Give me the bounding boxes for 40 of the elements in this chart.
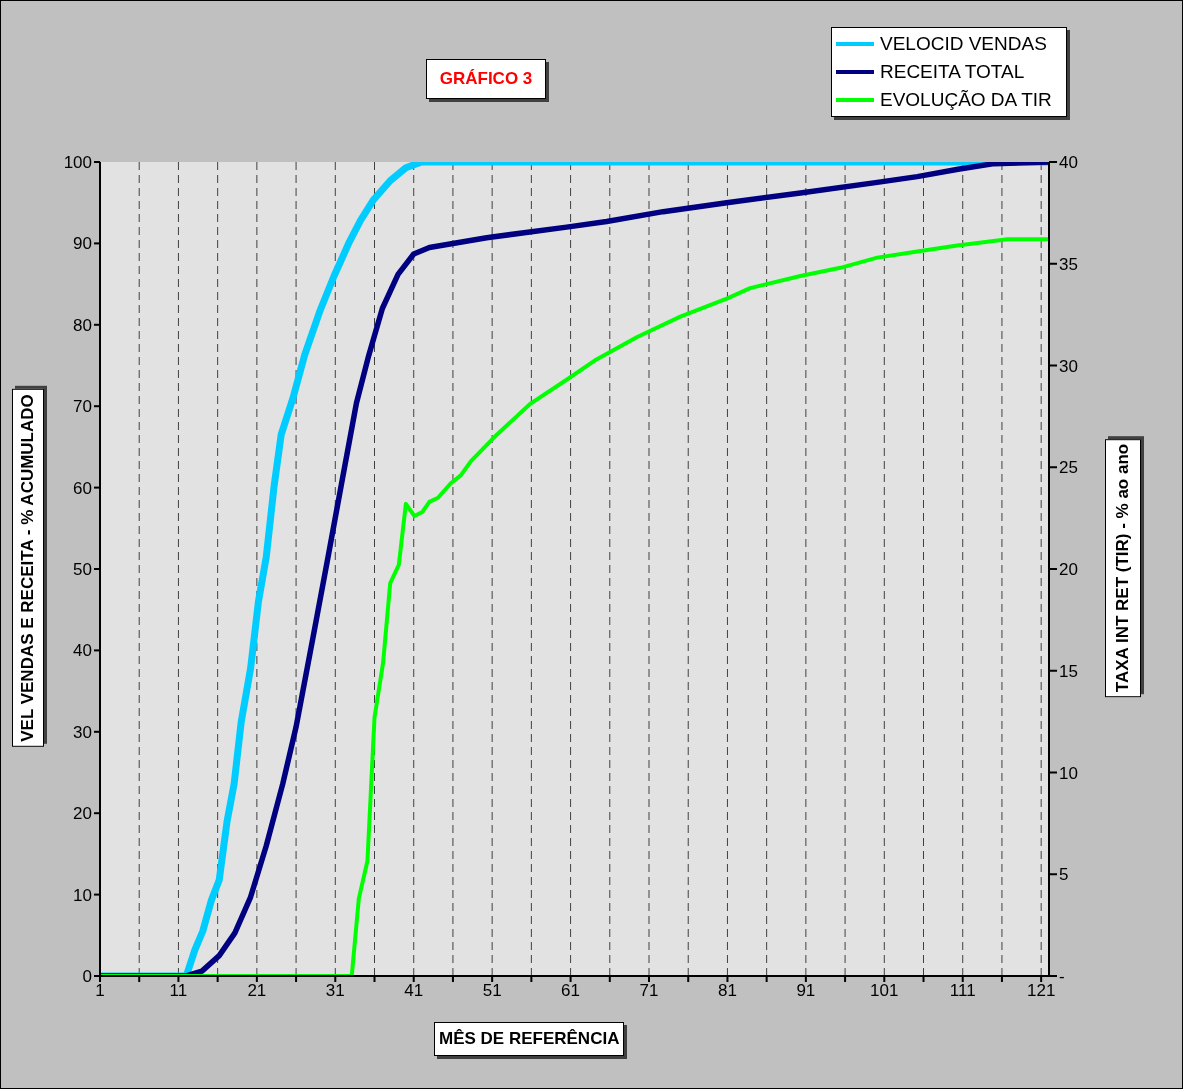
legend-label: RECEITA TOTAL: [880, 61, 1025, 83]
y-tick-label: 0: [82, 967, 92, 987]
y2-tick-label: 15: [1059, 661, 1078, 681]
y-tick-label: 30: [73, 722, 92, 742]
x-tick-label: 11: [169, 981, 188, 1001]
x-tick-label: 111: [949, 981, 976, 1001]
x-tick-label: 101: [870, 981, 899, 1001]
y2-tick-label: 10: [1059, 763, 1078, 783]
x-tick-label: 121: [1026, 981, 1056, 1001]
y-tick-label: 40: [73, 641, 92, 661]
y2-tick-label: 30: [1059, 356, 1078, 376]
x-tick-label: 51: [482, 981, 502, 1001]
x-tick-label: 61: [561, 981, 581, 1001]
legend-label: VELOCID VENDAS: [880, 33, 1047, 55]
y2-tick-label: 40: [1059, 153, 1078, 173]
legend-label: EVOLUÇÃO DA TIR: [880, 89, 1052, 111]
y2-tick-label: 35: [1059, 254, 1078, 274]
y-tick-label: 60: [73, 478, 92, 498]
y-tick-label: 100: [63, 153, 92, 173]
y-tick-label: 50: [73, 560, 92, 580]
y2-tick-label: 5: [1059, 865, 1069, 885]
x-tick-label: 21: [247, 981, 267, 1001]
chart-title: GRÁFICO 3: [426, 59, 546, 99]
y2-axis-title: TAXA INT RET (TIR) - % ao ano: [1105, 438, 1141, 698]
y2-tick-label: 25: [1059, 458, 1078, 478]
y-axis-title: VEL VENDAS E RECEITA - % ACUMULADO: [12, 389, 44, 747]
x-axis-title: MÊS DE REFERÊNCIA: [434, 1022, 625, 1056]
x-tick-label: 41: [404, 981, 424, 1001]
y-tick-label: 20: [73, 804, 92, 824]
y-tick-label: 70: [73, 397, 92, 417]
y-tick-label: 80: [73, 315, 92, 335]
x-tick-label: 31: [325, 981, 345, 1001]
x-tick-label: 81: [717, 981, 737, 1001]
y2-tick-label: 20: [1059, 560, 1078, 580]
y-tick-label: 90: [73, 234, 92, 254]
x-tick-label: 91: [796, 981, 816, 1001]
x-tick-label: 71: [639, 981, 659, 1001]
y-tick-label: 10: [73, 885, 92, 905]
y2-tick-label: -: [1059, 967, 1065, 987]
x-tick-label: 1: [95, 981, 105, 1001]
